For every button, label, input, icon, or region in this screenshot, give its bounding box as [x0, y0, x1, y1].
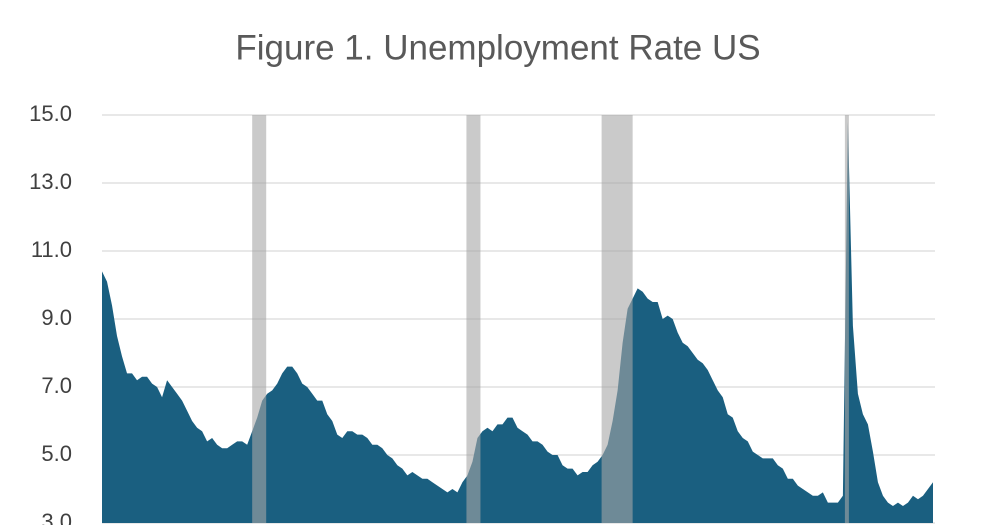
- recession-band: [844, 115, 849, 523]
- y-tick-label: 7.0: [41, 373, 72, 398]
- recession-band: [601, 115, 633, 523]
- y-tick-label: 9.0: [41, 305, 72, 330]
- recession-band: [466, 115, 481, 523]
- y-tick-label: 5.0: [41, 441, 72, 466]
- y-tick-label: 3.0: [41, 509, 72, 525]
- area: [102, 121, 933, 524]
- y-tick-label: 15.0: [29, 101, 72, 126]
- y-tick-label: 11.0: [31, 237, 72, 262]
- recession-band: [252, 115, 267, 523]
- chart-title: Figure 1. Unemployment Rate US: [235, 28, 760, 67]
- y-tick-label: 13.0: [29, 169, 72, 194]
